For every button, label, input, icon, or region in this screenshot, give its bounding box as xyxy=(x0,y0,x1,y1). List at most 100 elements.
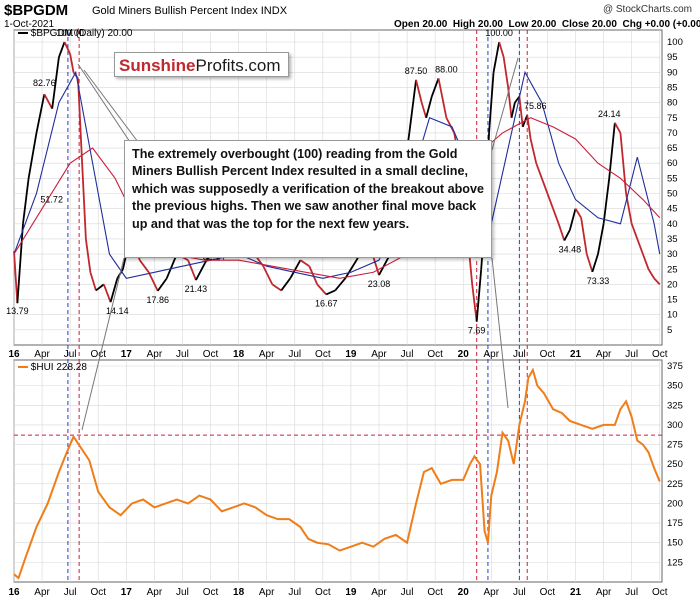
bpgdm-segment xyxy=(653,277,661,286)
bpgdm-segment xyxy=(488,72,495,133)
upper-x-tick: Apr xyxy=(259,349,275,360)
lower-x-tick: Apr xyxy=(259,587,275,598)
bpgdm-segment xyxy=(492,41,501,73)
bpgdm-segment xyxy=(608,122,616,179)
callout-leader xyxy=(81,257,125,431)
bpgdm-segment xyxy=(408,79,417,134)
bpgdm-segment xyxy=(43,93,53,110)
lower-x-tick: Oct xyxy=(203,587,219,598)
lower-x-tick: Apr xyxy=(484,587,500,598)
close-value: Close 20.00 xyxy=(561,19,617,30)
upper-y-tick: 85 xyxy=(667,82,678,93)
upper-x-tick: Apr xyxy=(34,349,50,360)
upper-x-tick: Apr xyxy=(147,349,163,360)
callout-leader xyxy=(77,63,131,143)
lower-y-tick: 225 xyxy=(667,479,683,490)
bpgdm-segment xyxy=(498,41,505,58)
upper-y-tick: 75 xyxy=(667,113,678,124)
axis-labels: 5 10 15 20 25 30 35 40 45 50 55 60 65 70 75 80 85 90 95 100… xyxy=(6,28,683,598)
value-annotation: 100.00 xyxy=(485,28,513,38)
bpgdm-segment xyxy=(58,41,66,58)
bpgdm-segment xyxy=(316,283,327,296)
bpgdm-segment xyxy=(445,117,456,134)
value-annotation: 88.00 xyxy=(435,64,458,74)
bpgdm-segment xyxy=(308,265,319,285)
lower-x-tick: Oct xyxy=(540,587,556,598)
ma-long-line xyxy=(13,117,661,279)
index-name-text: Gold Miners Bullish Percent Index xyxy=(92,5,258,17)
bpgdm-segment xyxy=(535,162,543,179)
value-annotation: 23.08 xyxy=(368,279,391,289)
upper-x-tick: Jul xyxy=(64,349,77,360)
bpgdm-segment xyxy=(636,238,644,255)
lower-y-tick: 175 xyxy=(667,518,683,529)
value-annotation: 73.33 xyxy=(587,276,610,286)
lower-x-tick: 19 xyxy=(345,587,357,598)
lower-x-tick: Jul xyxy=(513,587,526,598)
value-annotation: 16.67 xyxy=(315,298,338,308)
upper-x-tick: 19 xyxy=(345,349,357,360)
upper-y-tick: 60 xyxy=(667,158,678,169)
bpgdm-segment xyxy=(597,223,605,255)
bpgdm-segment xyxy=(16,223,24,304)
quote-summary: Open 20.00 High 20.00 Low 20.00 Close 20… xyxy=(394,19,700,30)
brand-logo: SunshineProfits.com xyxy=(114,52,289,77)
value-annotation: 21.43 xyxy=(185,284,208,294)
legend-line-icon xyxy=(18,366,28,369)
bpgdm-segment xyxy=(580,217,588,255)
upper-x-tick: Jul xyxy=(401,349,414,360)
upper-x-tick: Oct xyxy=(315,349,331,360)
bpgdm-segment xyxy=(430,78,440,97)
bpgdm-segment xyxy=(35,94,46,134)
bpgdm-segment xyxy=(13,251,19,304)
bpgdm-segment xyxy=(109,278,119,303)
value-annotation: 17.86 xyxy=(146,295,169,305)
upper-y-tick: 50 xyxy=(667,189,678,200)
lower-y-tick: 250 xyxy=(667,459,683,470)
bpgdm-segment xyxy=(157,277,168,292)
bpgdm-segment xyxy=(271,283,282,292)
bpgdm-segment xyxy=(280,277,291,291)
value-annotation: 82.76 xyxy=(33,78,56,88)
lower-x-tick: 20 xyxy=(458,587,470,598)
bpgdm-segment xyxy=(529,138,538,164)
bpgdm-segment xyxy=(614,122,622,134)
lower-legend-text: $HUI 228.28 xyxy=(30,362,87,373)
bpgdm-segment xyxy=(139,259,150,273)
lower-y-tick: 300 xyxy=(667,420,683,431)
upper-y-tick: 80 xyxy=(667,98,678,109)
symbol-title: $BPGDM xyxy=(4,2,69,19)
lower-y-tick: 325 xyxy=(667,400,683,411)
upper-y-tick: 100 xyxy=(667,37,683,48)
bpgdm-segment xyxy=(546,193,554,209)
lower-x-tick: 21 xyxy=(570,587,582,598)
bpgdm-segment xyxy=(289,259,302,279)
bpgdm-segment xyxy=(642,253,650,270)
upper-y-tick: 20 xyxy=(667,279,678,290)
upper-x-tick: Apr xyxy=(484,349,500,360)
bpgdm-segment xyxy=(262,265,274,285)
value-annotation: 7.69 xyxy=(468,326,486,336)
upper-x-tick: Apr xyxy=(596,349,612,360)
upper-x-tick: Jul xyxy=(625,349,638,360)
upper-y-tick: 90 xyxy=(667,67,678,78)
upper-x-tick: Oct xyxy=(540,349,556,360)
lower-x-tick: Jul xyxy=(64,587,77,598)
bpgdm-segment xyxy=(647,268,655,279)
bpgdm-segment xyxy=(51,57,60,109)
lower-y-tick: 150 xyxy=(667,538,683,549)
upper-y-tick: 45 xyxy=(667,204,678,215)
lower-x-tick: 18 xyxy=(233,587,245,598)
bpgdm-segment xyxy=(334,277,346,292)
legend-line-icon xyxy=(18,32,28,35)
bpgdm-segment xyxy=(27,132,38,179)
lower-x-tick: Oct xyxy=(315,587,331,598)
bpgdm-segment xyxy=(585,253,594,273)
lower-y-tick: 350 xyxy=(667,381,683,392)
lower-y-tick: 275 xyxy=(667,440,683,451)
bpgdm-segment xyxy=(602,178,611,224)
value-annotation: 34.48 xyxy=(559,245,582,255)
lower-y-tick: 200 xyxy=(667,498,683,509)
lower-x-tick: Jul xyxy=(176,587,189,598)
